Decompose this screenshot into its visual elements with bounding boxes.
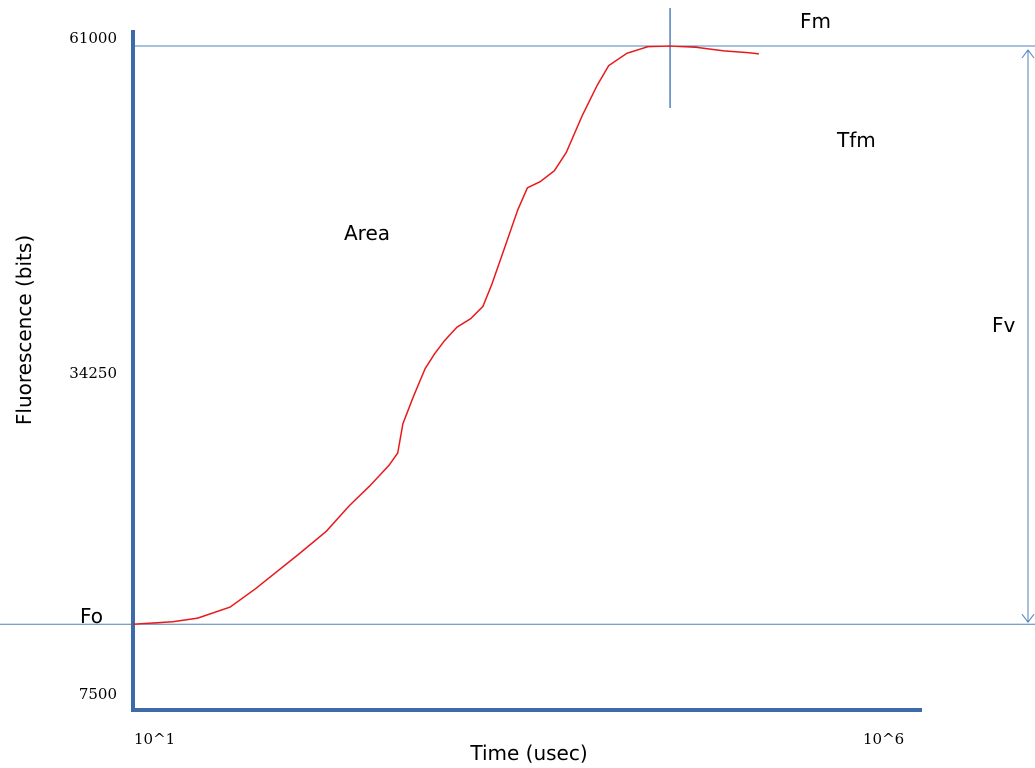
y-tick-label-7500: 7500: [79, 685, 117, 703]
y-tick-label-34250: 34250: [69, 364, 117, 382]
x-tick-label-end: 10^6: [863, 730, 904, 748]
fo-annotation: Fo: [80, 604, 103, 628]
fluorescence-curve: [132, 45, 759, 625]
x-axis-label: Time (usec): [469, 741, 587, 765]
tfm-annotation: Tfm: [836, 128, 876, 152]
fm-annotation: Fm: [800, 9, 831, 33]
area-annotation: Area: [344, 221, 390, 245]
fv-arrowhead-top: [1021, 49, 1035, 59]
fv-annotation: Fv: [992, 313, 1016, 337]
y-tick-label-61000: 61000: [69, 29, 117, 47]
fv-arrowhead-bottom: [1021, 613, 1035, 624]
y-axis-label: Fluorescence (bits): [12, 235, 36, 425]
x-tick-label-start: 10^1: [134, 730, 175, 748]
